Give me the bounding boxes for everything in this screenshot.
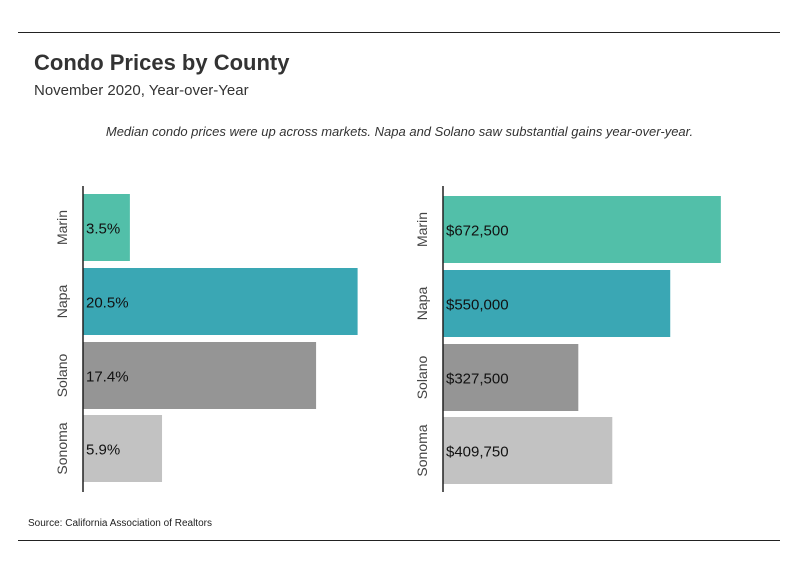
category-label-solano: Solano (414, 355, 430, 399)
bar-sonoma (443, 417, 613, 484)
top-rule (18, 32, 780, 33)
data-label-marin: $672,500 (446, 223, 509, 240)
chart-title: Condo Prices by County (34, 50, 290, 75)
chart-median-price: $672,500 Marin $550,000 Napa $327,500 Solano $… (414, 186, 721, 492)
bar-solano (83, 342, 317, 409)
data-label-sonoma: 5.9% (86, 442, 120, 459)
data-label-solano: $327,500 (446, 371, 509, 388)
data-label-sonoma: $409,750 (446, 444, 509, 461)
bar-solano (443, 344, 579, 411)
chart-subtitle: November 2020, Year-over-Year (34, 82, 249, 99)
data-label-marin: 3.5% (86, 221, 120, 238)
bar-napa (83, 268, 358, 335)
bar-marin (83, 194, 130, 261)
category-label-sonoma: Sonoma (54, 422, 70, 474)
chart-percent-change: 3.5% Marin 20.5% Napa 17.4% Solano 5.9% Sonoma (54, 186, 358, 492)
category-label-marin: Marin (54, 210, 70, 245)
bar-napa (443, 270, 671, 337)
data-label-napa: 20.5% (86, 295, 129, 312)
bar-sonoma (83, 415, 163, 482)
source-note: Source: California Association of Realto… (28, 518, 212, 529)
bar-marin (443, 196, 721, 263)
chart-note: Median condo prices were up across marke… (105, 124, 694, 139)
category-label-marin: Marin (414, 212, 430, 247)
data-label-solano: 17.4% (86, 369, 129, 386)
category-label-solano: Solano (54, 353, 70, 397)
category-label-napa: Napa (54, 285, 70, 319)
data-label-napa: $550,000 (446, 297, 509, 314)
category-label-napa: Napa (414, 287, 430, 321)
category-label-sonoma: Sonoma (414, 424, 430, 476)
bottom-rule (18, 540, 780, 541)
